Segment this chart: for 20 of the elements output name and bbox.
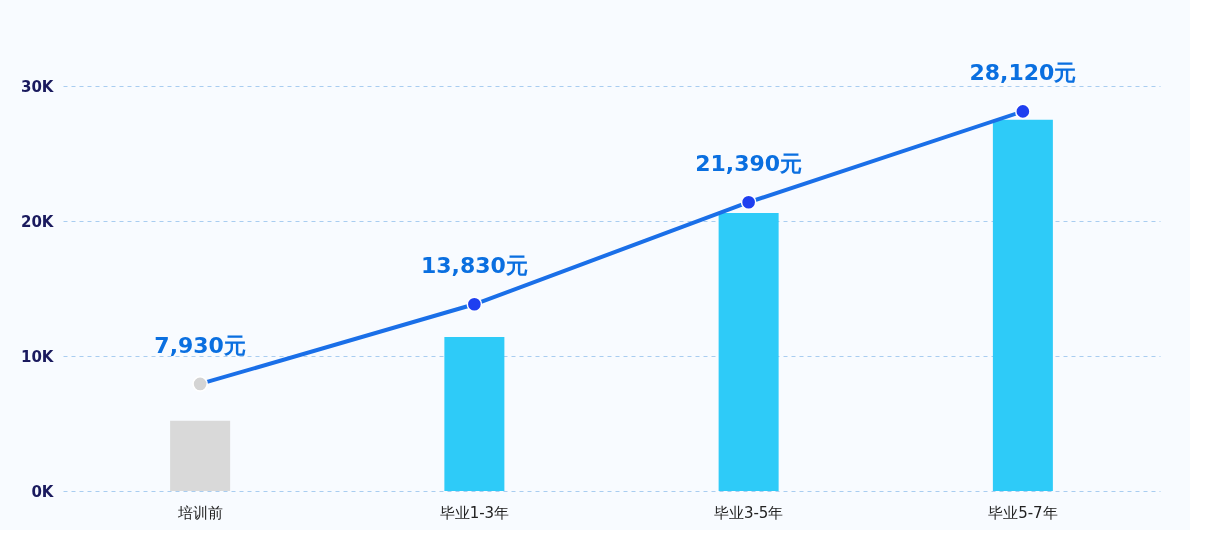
data-label: 13,830元 [420,253,528,279]
x-tick-label: 毕业3-5年 [713,503,784,522]
y-tick-label: 10K [21,347,55,366]
x-tick-label: 毕业1-3年 [439,503,510,522]
point [740,194,757,211]
data-label: 7,930元 [154,332,246,358]
point [192,376,208,392]
y-tick-label: 30K [21,77,55,96]
y-tick-label: 0K [31,482,55,501]
data-label: 28,120元 [969,60,1077,86]
y-tick-label: 20K [21,212,55,231]
bar [444,337,505,491]
bar [170,420,231,491]
point [1015,103,1031,120]
data-label: 21,390元 [695,151,803,177]
point [466,296,483,313]
bar [992,119,1053,491]
bar [718,212,779,491]
x-tick-label: 毕业5-7年 [988,503,1058,522]
x-tick-label: 培训前 [176,503,223,522]
